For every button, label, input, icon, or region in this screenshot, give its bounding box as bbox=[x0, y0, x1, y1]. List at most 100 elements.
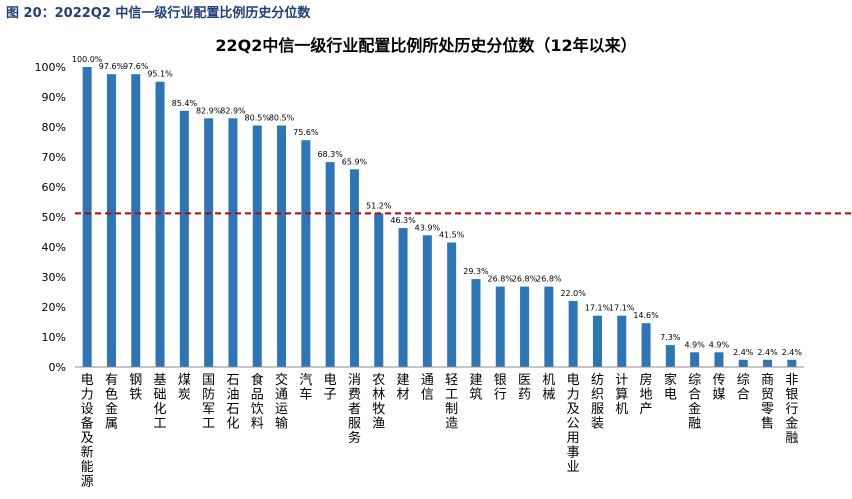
x-tick-label: 纺织服装 bbox=[591, 373, 604, 432]
x-tick-label: 计算机 bbox=[615, 373, 628, 417]
bar bbox=[568, 301, 578, 367]
x-tick-label: 房地产 bbox=[640, 372, 653, 417]
y-tick-label: 30% bbox=[42, 271, 66, 284]
x-tick-label: 食品饮料 bbox=[251, 372, 264, 432]
bar bbox=[349, 169, 359, 367]
x-tick-label: 商贸零售 bbox=[761, 373, 774, 432]
y-tick-label: 70% bbox=[42, 151, 66, 164]
data-label: 22.0% bbox=[560, 289, 586, 298]
x-tick-label: 机械 bbox=[542, 373, 555, 403]
data-label: 26.8% bbox=[512, 275, 538, 284]
y-tick-label: 100% bbox=[35, 61, 66, 74]
x-tick-label: 非银行金融 bbox=[785, 373, 798, 446]
x-tick-label: 交通运输 bbox=[275, 372, 288, 432]
data-labels: 100.0%97.6%97.6%95.1%85.4%82.9%82.9%80.5… bbox=[72, 55, 803, 357]
y-tick-label: 60% bbox=[42, 181, 66, 194]
data-label: 95.1% bbox=[147, 70, 173, 79]
data-label: 85.4% bbox=[172, 99, 198, 108]
x-tick-label: 煤炭 bbox=[178, 373, 191, 403]
x-tick-label: 基础化工 bbox=[154, 373, 167, 432]
data-label: 82.9% bbox=[220, 106, 246, 115]
x-tick-label: 建筑 bbox=[469, 373, 482, 403]
bar bbox=[592, 315, 602, 367]
x-tick-label: 家电 bbox=[664, 372, 677, 403]
data-label: 46.3% bbox=[390, 216, 416, 225]
x-tick-label: 电力设备及新能源 bbox=[81, 373, 94, 490]
x-axis: 电力设备及新能源有色金属钢铁基础化工煤炭国防军工石油石化食品饮料交通运输汽车电子… bbox=[75, 366, 804, 490]
data-label: 75.6% bbox=[293, 128, 319, 137]
bar bbox=[447, 242, 457, 367]
data-label: 26.8% bbox=[488, 275, 514, 284]
bar bbox=[495, 286, 505, 367]
data-label: 17.1% bbox=[609, 304, 635, 313]
data-label: 14.6% bbox=[633, 311, 659, 320]
y-tick-label: 90% bbox=[42, 91, 66, 104]
data-label: 2.4% bbox=[733, 348, 754, 357]
data-label: 68.3% bbox=[317, 150, 343, 159]
x-tick-label: 轻工制造 bbox=[445, 373, 458, 432]
bar bbox=[131, 74, 141, 367]
x-tick-label: 钢铁 bbox=[129, 373, 142, 403]
bar bbox=[617, 315, 627, 367]
bar bbox=[228, 118, 238, 367]
bar bbox=[325, 162, 335, 367]
x-tick-label: 建材 bbox=[397, 373, 410, 403]
bar bbox=[738, 359, 748, 367]
data-label: 51.2% bbox=[366, 201, 392, 210]
x-tick-label: 通信 bbox=[421, 373, 434, 403]
x-tick-label: 汽车 bbox=[299, 373, 312, 403]
bar bbox=[106, 74, 116, 367]
data-label: 7.3% bbox=[660, 333, 681, 342]
data-label: 41.5% bbox=[439, 231, 465, 240]
y-tick-label: 20% bbox=[42, 301, 66, 314]
x-tick-label: 有色金属 bbox=[105, 373, 118, 432]
bar bbox=[763, 359, 773, 367]
data-label: 65.9% bbox=[342, 157, 368, 166]
data-label: 4.9% bbox=[684, 340, 705, 349]
x-tick-label: 传媒 bbox=[712, 373, 725, 403]
data-label: 29.3% bbox=[463, 267, 489, 276]
data-label: 2.4% bbox=[757, 348, 778, 357]
x-tick-label: 电力及公用事业 bbox=[567, 373, 580, 475]
bar bbox=[471, 279, 481, 367]
chart-title: 22Q2中信一级行业配置比例所处历史分位数（12年以来） bbox=[215, 36, 636, 55]
bar bbox=[252, 125, 262, 367]
bar bbox=[787, 359, 797, 367]
x-tick-label: 综合金融 bbox=[688, 373, 701, 432]
bar bbox=[82, 67, 92, 367]
x-tick-label: 银行 bbox=[494, 373, 507, 403]
bar bbox=[422, 235, 432, 367]
bar bbox=[544, 286, 554, 367]
bar bbox=[714, 352, 724, 367]
y-tick-label: 40% bbox=[42, 241, 66, 254]
bar bbox=[301, 140, 311, 367]
x-tick-label: 消费者服务 bbox=[348, 373, 361, 446]
y-tick-label: 10% bbox=[42, 331, 66, 344]
data-label: 100.0% bbox=[72, 55, 103, 64]
data-label: 43.9% bbox=[415, 223, 441, 232]
x-tick-label: 综合 bbox=[737, 373, 750, 403]
bars bbox=[82, 67, 797, 368]
bar bbox=[398, 228, 408, 367]
y-tick-label: 0% bbox=[49, 361, 66, 374]
bar bbox=[520, 286, 530, 367]
bar bbox=[665, 345, 675, 367]
bar bbox=[204, 118, 214, 367]
x-tick-label: 医药 bbox=[518, 373, 531, 403]
x-tick-label: 电子 bbox=[324, 373, 337, 403]
data-label: 97.6% bbox=[123, 62, 149, 71]
data-label: 17.1% bbox=[585, 304, 611, 313]
data-label: 97.6% bbox=[99, 62, 125, 71]
x-tick-label: 农林牧渔 bbox=[372, 373, 385, 432]
y-axis: 0% 10% 20% 30% 40% 50% 60% 70% 80% 90% 100% bbox=[35, 61, 66, 374]
data-label: 4.9% bbox=[709, 340, 730, 349]
y-tick-label: 50% bbox=[42, 211, 66, 224]
bar bbox=[155, 81, 165, 367]
x-tick-label: 国防军工 bbox=[202, 373, 215, 432]
bar bbox=[690, 352, 700, 367]
bar bbox=[277, 125, 287, 367]
figure-caption: 图 20：2022Q2 中信一级行业配置比例历史分位数 bbox=[6, 6, 311, 21]
data-label: 82.9% bbox=[196, 106, 222, 115]
data-label: 26.8% bbox=[536, 275, 562, 284]
